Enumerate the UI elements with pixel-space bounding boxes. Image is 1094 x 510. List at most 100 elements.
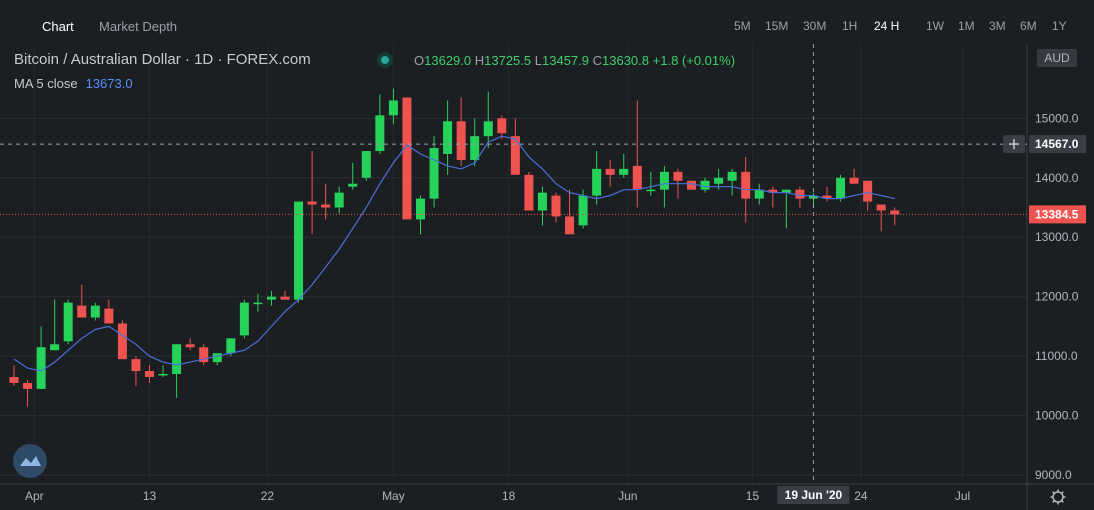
ma-legend[interactable]: MA 5 close 13673.0: [14, 76, 133, 91]
y-tick-label: 13000.0: [1035, 230, 1079, 244]
tab-market-depth[interactable]: Market Depth: [99, 19, 178, 34]
candle-body: [131, 359, 141, 372]
candle-body: [388, 100, 398, 116]
high-value: 13725.5: [484, 53, 532, 68]
tradingview-logo-icon[interactable]: [13, 444, 47, 478]
timeframe-15m[interactable]: 15M: [765, 19, 789, 33]
low-value: 13457.9: [542, 53, 589, 68]
close-label: C: [592, 53, 603, 68]
currency-badge-bg: [1037, 49, 1077, 67]
candle-body: [836, 177, 846, 199]
timeframe-24h[interactable]: 24 H: [874, 19, 900, 33]
y-tick-label: 11000.0: [1035, 349, 1078, 363]
candle-body: [565, 216, 575, 235]
candle-body: [334, 192, 344, 208]
tab-chart[interactable]: Chart: [42, 19, 74, 34]
x-tick-label: Jul: [955, 489, 970, 503]
candle-body: [23, 382, 33, 389]
y-tick-label: 14000.0: [1035, 171, 1079, 185]
candle-body: [307, 201, 317, 205]
x-tick-label: 22: [261, 489, 275, 503]
ohlc-readout: O13629.0 H13725.5 L13457.9 C13630.8 +1.8…: [414, 53, 735, 68]
candle-body: [497, 118, 507, 134]
y-tick-label: 10000.0: [1035, 409, 1079, 423]
candle-body: [90, 305, 100, 318]
candle-body: [619, 168, 629, 175]
crosshair-date-label: 19 Jun '20: [785, 488, 843, 502]
candle-body: [361, 151, 371, 178]
y-tick-label: 12000.0: [1035, 290, 1079, 304]
last-price-bg: [1029, 205, 1086, 224]
candle-body: [402, 97, 412, 220]
candle-body: [537, 192, 547, 211]
candle-body: [375, 115, 385, 152]
y-tick-label: 9000.0: [1035, 468, 1072, 482]
candle-body: [741, 171, 751, 199]
y-tick-label: 15000.0: [1035, 111, 1079, 125]
candle-body: [727, 171, 737, 181]
change-value: +1.8 (+0.01%): [652, 53, 736, 68]
timeframe-30m[interactable]: 30M: [803, 19, 827, 33]
open-value: 13629.0: [424, 53, 472, 68]
close-value: 13630.8: [602, 53, 650, 68]
candle-body: [158, 374, 168, 376]
timeframe-6m[interactable]: 6M: [1020, 19, 1037, 33]
symbol-title: Bitcoin / Australian Dollar · 1D · FOREX…: [14, 51, 311, 68]
candle-body: [646, 189, 656, 192]
candle-body: [226, 338, 236, 354]
candle-body: [890, 210, 900, 215]
last-price-label: 13384.5: [1035, 207, 1079, 221]
candle-body: [483, 121, 493, 137]
candle-body: [294, 201, 304, 300]
candle-body: [849, 177, 859, 184]
candle-body: [754, 189, 764, 199]
candle-body: [36, 347, 46, 389]
timeframe-1w[interactable]: 1W: [926, 19, 944, 33]
candle-body: [605, 168, 615, 175]
candle-body: [524, 174, 534, 211]
candle-body: [172, 344, 182, 374]
candle-body: [592, 168, 602, 196]
candle-body: [348, 183, 358, 187]
candle-body: [63, 302, 73, 342]
candle-body: [50, 344, 60, 351]
x-tick-label: 24: [854, 489, 868, 503]
x-tick-label: 13: [143, 489, 157, 503]
crosshair-price-bg: [1029, 135, 1086, 154]
high-label: H: [474, 53, 485, 68]
candle-body: [321, 204, 331, 208]
ma-value: 13673.0: [85, 76, 133, 91]
candle-body: [700, 180, 710, 190]
candle-body: [795, 189, 805, 199]
candle-body: [145, 371, 154, 377]
candle-body: [510, 136, 520, 175]
candle-body: [9, 376, 19, 383]
candle-body: [551, 195, 561, 217]
candle-body: [253, 302, 263, 305]
open-label: O: [414, 53, 425, 68]
x-tick-label: 15: [746, 489, 760, 503]
timeframe-1m[interactable]: 1M: [958, 19, 975, 33]
candle-body: [673, 171, 683, 181]
candle-body: [416, 198, 425, 220]
x-tick-label: Jun: [618, 489, 637, 503]
timeframe-5m[interactable]: 5M: [734, 19, 751, 33]
settings-gear-icon[interactable]: [1050, 489, 1066, 505]
candle-body: [768, 189, 778, 193]
timeframe-1h[interactable]: 1H: [842, 19, 858, 33]
candle-body: [443, 121, 453, 154]
x-tick-label: May: [382, 489, 405, 503]
timeframe-1y[interactable]: 1Y: [1052, 19, 1067, 33]
timeframe-3m[interactable]: 3M: [989, 19, 1006, 33]
candle-body: [659, 171, 669, 190]
candle-body: [280, 296, 290, 300]
candle-body: [456, 121, 466, 160]
x-tick-label: 18: [502, 489, 516, 503]
candle-body: [199, 347, 209, 363]
candle-body: [822, 195, 832, 199]
candle-body: [687, 180, 696, 190]
market-status-icon: [377, 52, 393, 68]
candle-body: [239, 302, 249, 336]
ma-line: [13, 135, 895, 372]
